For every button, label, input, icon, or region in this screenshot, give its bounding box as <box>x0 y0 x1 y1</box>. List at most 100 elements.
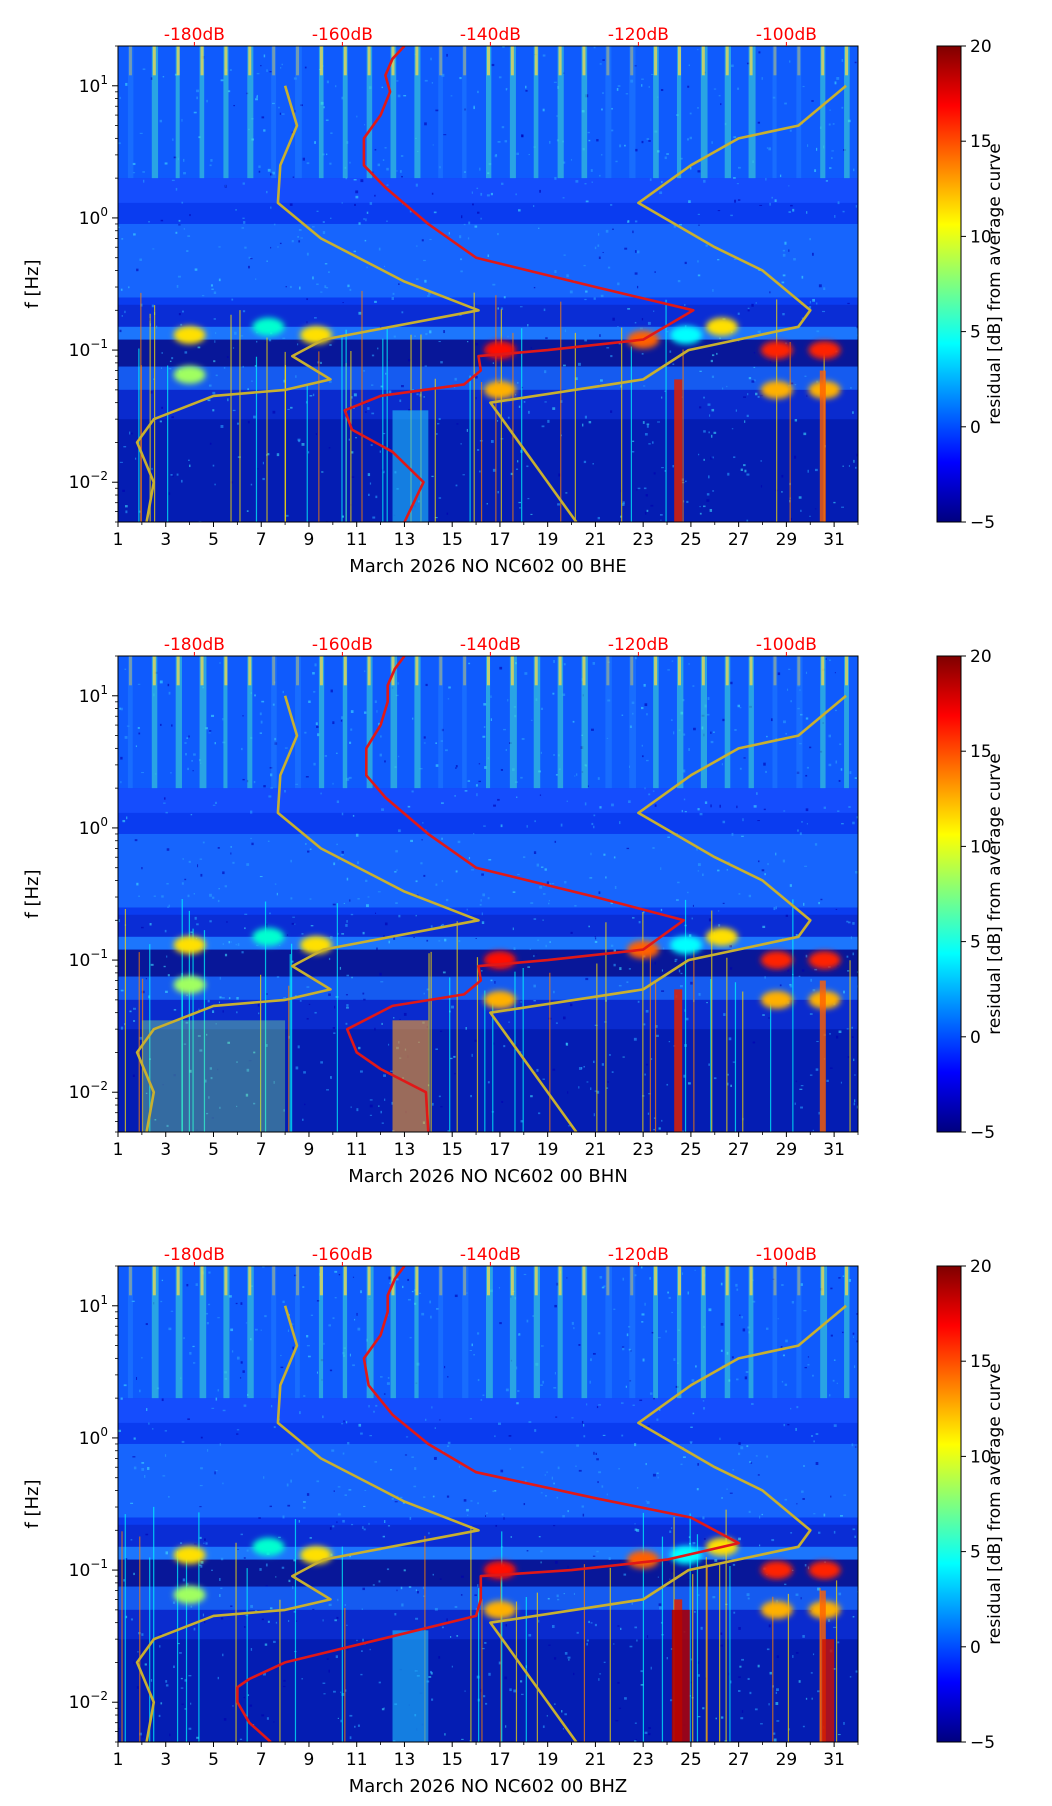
spectrogram-speckle <box>355 437 358 439</box>
spectrogram-speckle <box>243 1626 246 1628</box>
spectrogram-speckle <box>181 1440 185 1443</box>
spectrogram-speckle <box>271 102 275 105</box>
spectrogram-speckle <box>328 993 331 996</box>
spectrogram-speckle <box>597 777 600 780</box>
spectrogram-speckle <box>729 1492 733 1494</box>
spectrogram-speckle <box>414 1467 417 1470</box>
spectrogram-speckle <box>815 1068 819 1071</box>
spectrogram-speckle <box>272 410 276 414</box>
spectrogram-speckle <box>125 1615 128 1619</box>
spectrogram-speckle <box>600 294 604 298</box>
spectrogram-speckle <box>120 1397 123 1400</box>
spectrogram-speckle <box>610 944 614 947</box>
spectrogram-speckle <box>674 958 678 961</box>
spectrogram-speckle <box>313 762 316 766</box>
spectrogram-speckle <box>734 729 737 731</box>
hf-stripe <box>557 656 564 789</box>
spectrogram-speckle <box>795 1652 799 1654</box>
hf-stripe <box>772 46 777 179</box>
spectrogram-speckle <box>548 1644 551 1646</box>
spectrogram-speckle <box>223 367 226 369</box>
spectrogram-speckle <box>210 284 214 287</box>
spectrogram-speckle <box>635 1739 638 1741</box>
spectrogram-speckle <box>842 210 845 213</box>
spectrogram-speckle <box>789 884 792 887</box>
spectrogram-speckle <box>783 810 786 812</box>
spectrogram-speckle <box>232 1705 234 1707</box>
spectrogram-speckle <box>403 1012 407 1016</box>
spectrogram-speckle <box>848 464 850 467</box>
spectrogram-speckle <box>467 237 470 240</box>
spectrogram-speckle <box>352 1276 355 1278</box>
spectrogram-speckle <box>469 1349 473 1351</box>
spectrogram-speckle <box>641 84 643 87</box>
spectrogram-speckle <box>751 380 755 383</box>
spectrogram-speckle <box>466 428 469 432</box>
x-tick-label: 27 <box>728 1140 750 1160</box>
spectrogram-band <box>118 419 858 522</box>
hf-stripe-top <box>487 46 490 76</box>
spectrogram-speckle <box>591 181 593 183</box>
spectrogram-speckle <box>346 974 350 977</box>
spectrogram-speckle <box>622 1347 625 1351</box>
spectrogram-speckle <box>849 1676 852 1678</box>
spectrogram-speckle <box>782 312 785 316</box>
spectrogram-speckle <box>300 104 303 107</box>
spectrogram-speckle <box>334 1270 338 1273</box>
spectrogram-speckle <box>703 505 706 508</box>
spectrogram-speckle <box>141 1633 144 1636</box>
spectrogram-speckle <box>214 340 216 343</box>
spectrogram-speckle <box>555 1022 558 1024</box>
spectrogram-speckle <box>411 1290 414 1293</box>
spectrogram-speckle <box>148 1422 150 1425</box>
spectrogram-speckle <box>332 903 336 906</box>
spectrogram-speckle <box>360 1650 363 1652</box>
spectrogram-speckle <box>646 1635 649 1638</box>
spectrogram-speckle <box>671 660 674 662</box>
spectrogram-speckle <box>799 832 802 836</box>
spectrogram-speckle <box>164 162 168 165</box>
spectrogram-speckle <box>253 415 256 419</box>
spectrogram-speckle <box>783 720 786 724</box>
spectrogram-speckle <box>261 1618 264 1621</box>
spectrogram-speckle <box>661 969 663 972</box>
hf-stripe <box>247 656 253 789</box>
spectrogram-speckle <box>288 1314 290 1316</box>
spectrogram-speckle <box>733 258 737 260</box>
spectrogram-speckle <box>834 215 836 218</box>
spectrogram-speckle <box>702 1400 705 1402</box>
spectrogram-speckle <box>790 204 793 207</box>
spectrogram-speckle <box>553 1525 556 1527</box>
x-tick-label: 29 <box>776 1750 798 1770</box>
spectrogram-speckle <box>779 984 782 987</box>
spectrogram-speckle <box>466 908 468 911</box>
spectrogram-speckle <box>415 1617 419 1620</box>
spectrogram-speckle <box>530 346 532 349</box>
spectrogram-speckle <box>213 318 216 320</box>
spectrogram-speckle <box>292 1346 294 1350</box>
spectrogram-speckle <box>381 1122 384 1124</box>
spectrogram-speckle <box>242 778 245 781</box>
spectrogram-speckle <box>455 484 458 487</box>
spectrogram-speckle <box>501 1513 504 1516</box>
spectrogram-speckle <box>799 1088 803 1090</box>
spectrogram-speckle <box>463 171 467 173</box>
hf-stripe <box>724 656 731 789</box>
hf-stripe <box>676 1266 682 1399</box>
hf-stripe-top <box>152 1266 156 1296</box>
spectrogram-speckle <box>603 1285 606 1287</box>
spectrogram-speckle <box>634 148 638 152</box>
spectrogram-speckle <box>785 1339 788 1343</box>
spectrogram-speckle <box>801 317 804 320</box>
spectrogram-speckle <box>265 925 268 928</box>
spectrogram-speckle <box>467 780 471 782</box>
spectrogram-speckle <box>800 1106 803 1109</box>
spectrogram-speckle <box>484 766 487 769</box>
spectrogram-speckle <box>355 833 359 837</box>
spectrogram-speckle <box>124 668 127 670</box>
spectrogram-speckle <box>738 1442 741 1445</box>
spectrogram-speckle <box>854 1446 857 1448</box>
spectrogram-speckle <box>309 395 313 397</box>
spectrogram-speckle <box>490 979 493 982</box>
spectrogram-speckle <box>363 218 365 221</box>
